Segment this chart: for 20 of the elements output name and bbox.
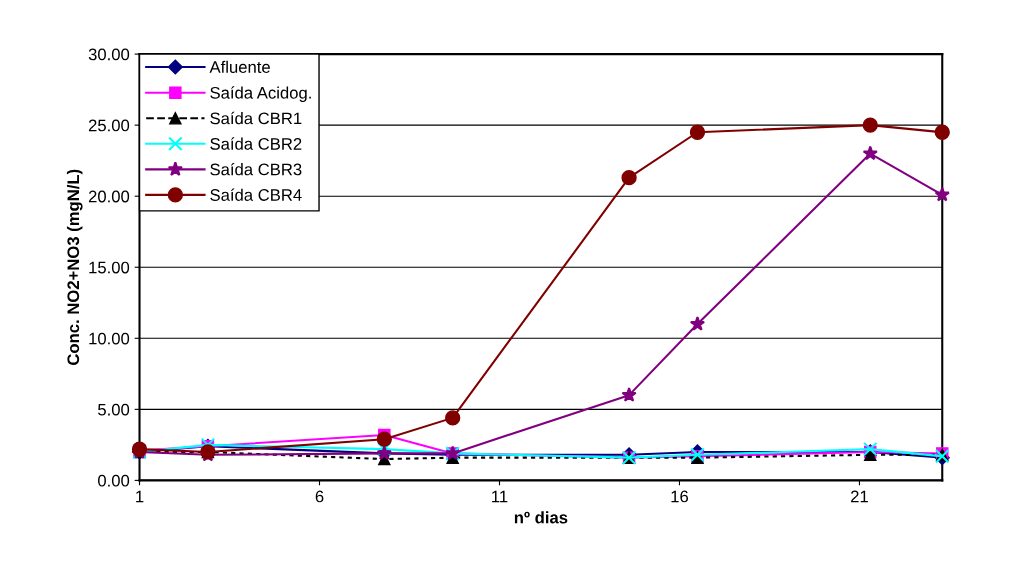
y-tick-label: 5.00 (98, 403, 130, 416)
legend-label: Saída CBR2 (210, 137, 302, 150)
legend-label: Saída CBR1 (210, 111, 302, 125)
x-tick-label: 21 (851, 490, 868, 503)
legend-label: Saída CBR4 (210, 188, 302, 201)
legend-label: Saída CBR3 (210, 162, 302, 176)
x-tick-label: 16 (671, 490, 689, 503)
legend-label: Afluente (209, 60, 270, 73)
y-tick-label: 25.00 (88, 119, 130, 132)
y-tick-label: 0.00 (98, 474, 130, 487)
y-axis-title: Conc. NO2+NO3 (mgN/L) (66, 169, 83, 365)
x-axis-title: nº dias (514, 511, 568, 524)
y-tick-label: 20.00 (88, 190, 130, 203)
y-tick-label: 30.00 (88, 48, 130, 61)
y-tick-label: 10.00 (89, 332, 130, 345)
x-tick-label: 6 (315, 490, 324, 503)
y-tick-label: 15.00 (89, 261, 130, 274)
x-tick-label: 11 (492, 490, 508, 503)
x-tick-label: 1 (136, 490, 144, 503)
legend-label: Saída Acidog. (210, 86, 311, 103)
